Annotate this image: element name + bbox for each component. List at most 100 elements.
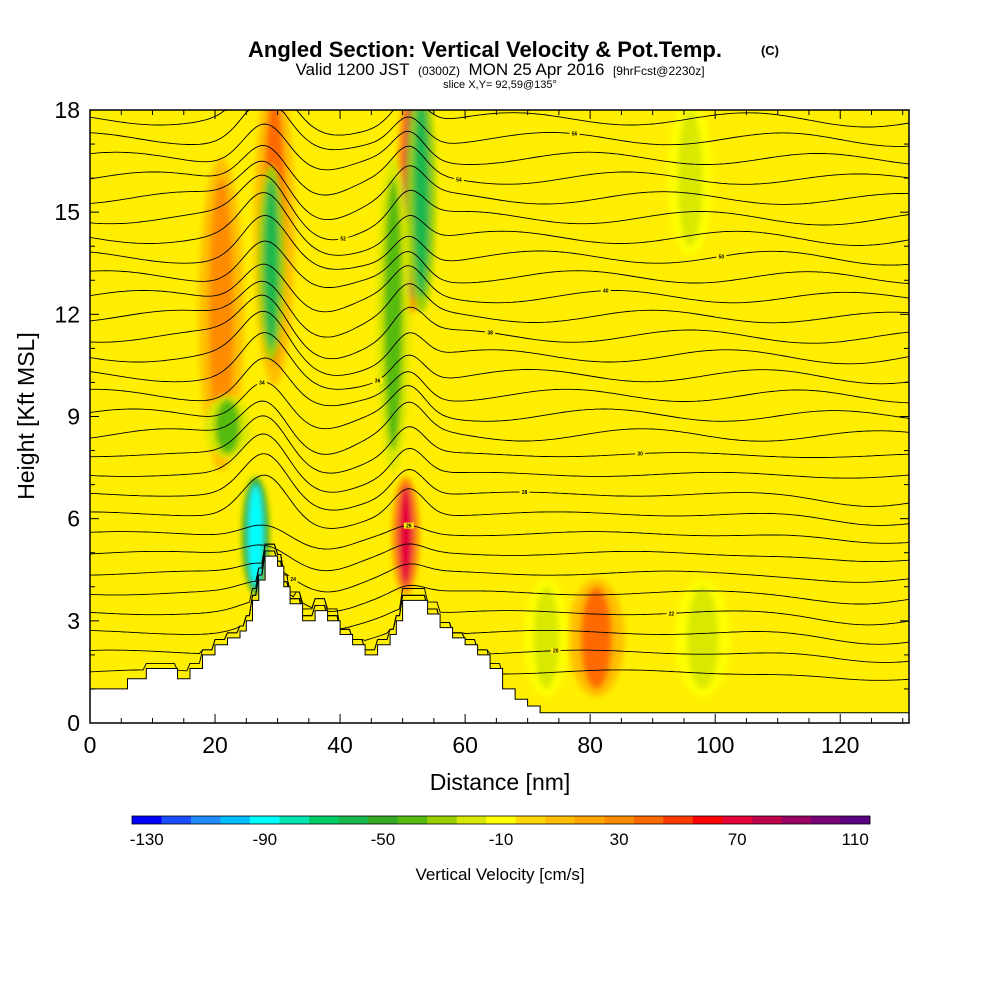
isentrope-line (90, 381, 909, 430)
colorbar-swatch (781, 816, 812, 824)
x-tick-label: 40 (327, 732, 353, 758)
colorbar-swatch (250, 816, 280, 824)
isentrope-line (90, 332, 909, 390)
contour-label: 28 (522, 490, 528, 496)
contour-label-bg (338, 235, 349, 242)
colorbar: -130 -90 -50 -10 30 70 110 (130, 815, 871, 849)
y-tick-label: 6 (67, 506, 80, 532)
contour-label-bg (550, 647, 561, 654)
y-axis-title: Height [Kft MSL] (13, 332, 39, 499)
contour-label: 22 (669, 611, 675, 617)
colorbar-swatch (692, 816, 723, 824)
updraft-cell (580, 586, 613, 689)
y-tick-label: 0 (67, 710, 80, 736)
colorbar-swatch (132, 816, 162, 824)
terrain (90, 555, 909, 723)
x-tick-label: 100 (696, 732, 734, 758)
isentrope-line (90, 280, 909, 338)
updraft-cell (398, 484, 414, 587)
x-tick-label: 60 (452, 732, 478, 758)
isentrope-line (90, 263, 909, 313)
downdraft-cell (248, 484, 264, 587)
colorbar-frame (131, 815, 871, 825)
isentrope-line (90, 550, 909, 663)
contour-label: 52 (340, 237, 346, 243)
colorbar-swatch (515, 816, 546, 824)
downdraft-cell (263, 178, 279, 349)
colorbar-swatch (279, 816, 310, 824)
isentrope-line (90, 160, 909, 221)
downdraft-cell (383, 178, 403, 451)
y-tick-label: 3 (67, 608, 80, 634)
colorbar-label: -10 (489, 830, 514, 849)
contour-label: 54 (456, 178, 462, 184)
contour-labels: 20 22 24 26 28 30 34 36 38 40 50 52 54 56 (256, 130, 727, 655)
isentrope-line (90, 474, 909, 529)
isentrope-line (90, 214, 909, 270)
contour-label: 20 (553, 649, 559, 655)
colorbar-label: 70 (728, 830, 747, 849)
contour-label: 26 (406, 524, 412, 530)
y-tick-label: 15 (54, 199, 80, 225)
colorbar-swatch (574, 816, 605, 824)
contour-label: 40 (603, 289, 609, 295)
contour-label: 56 (572, 132, 578, 138)
y-tick-label: 12 (54, 301, 80, 327)
isentrope-line (90, 524, 909, 550)
isentrope-line (90, 192, 909, 256)
contour-label: 34 (259, 380, 265, 386)
isentrope-line (90, 174, 909, 241)
colorbar-swatch (191, 816, 221, 824)
colorbar-swatch (604, 816, 635, 824)
contour-label: 36 (375, 379, 381, 385)
colorbar-swatch (456, 816, 487, 824)
colorbar-label: 110 (842, 830, 869, 849)
contour-label-bg (485, 329, 496, 336)
contour-label-bg (716, 253, 727, 260)
colorbar-swatch (486, 816, 517, 824)
isentrope-line (90, 433, 909, 493)
isentrope-line (90, 400, 909, 455)
slice-info: slice X,Y= 92,59@135° (443, 79, 557, 91)
colorbar-swatch (368, 816, 398, 824)
x-tick-label: 20 (202, 732, 228, 758)
y-tick-label: 18 (54, 97, 80, 123)
colorbar-swatch (220, 816, 251, 824)
contour-label: 30 (637, 452, 643, 458)
contour-label-bg (519, 489, 530, 496)
isentrope-line (90, 357, 909, 407)
x-tick-label: 120 (821, 732, 859, 758)
isentrope-line (90, 240, 909, 288)
x-axis: 0 20 40 60 80 100 120 (84, 110, 904, 758)
chart-title: Angled Section: Vertical Velocity & Pot.… (248, 37, 722, 62)
isentrope-line (90, 543, 909, 572)
downdraft-cell (533, 586, 559, 689)
contour-label-bg (666, 610, 677, 617)
isentrope-line (90, 453, 909, 511)
contour-label-bg (288, 575, 299, 582)
colorbar-label: -50 (371, 830, 396, 849)
downdraft-cell (215, 399, 241, 454)
contour-label: 24 (290, 577, 296, 583)
colorbar-swatch (309, 816, 339, 824)
contour-label-bg (600, 287, 611, 294)
contour-label-bg (256, 379, 267, 386)
colorbar-label: -130 (130, 830, 164, 849)
downdraft-cell (413, 110, 430, 298)
colorbar-swatch (161, 816, 192, 824)
contour-label-bg (569, 130, 580, 137)
contour-label-bg (453, 176, 464, 183)
isentrope-line (90, 310, 909, 376)
x-tick-label: 0 (84, 732, 97, 758)
y-tick-label: 9 (67, 404, 80, 430)
isentrope-line (90, 415, 909, 474)
colorbar-title: Vertical Velocity [cm/s] (415, 865, 584, 884)
updraft-cell (208, 178, 234, 451)
x-tick-label: 80 (577, 732, 603, 758)
colorbar-swatch (427, 816, 458, 824)
colorbar-swatch (722, 816, 753, 824)
x-axis-title: Distance [nm] (430, 769, 571, 795)
isentrope-line (90, 543, 909, 630)
isentrope-line (90, 145, 909, 196)
